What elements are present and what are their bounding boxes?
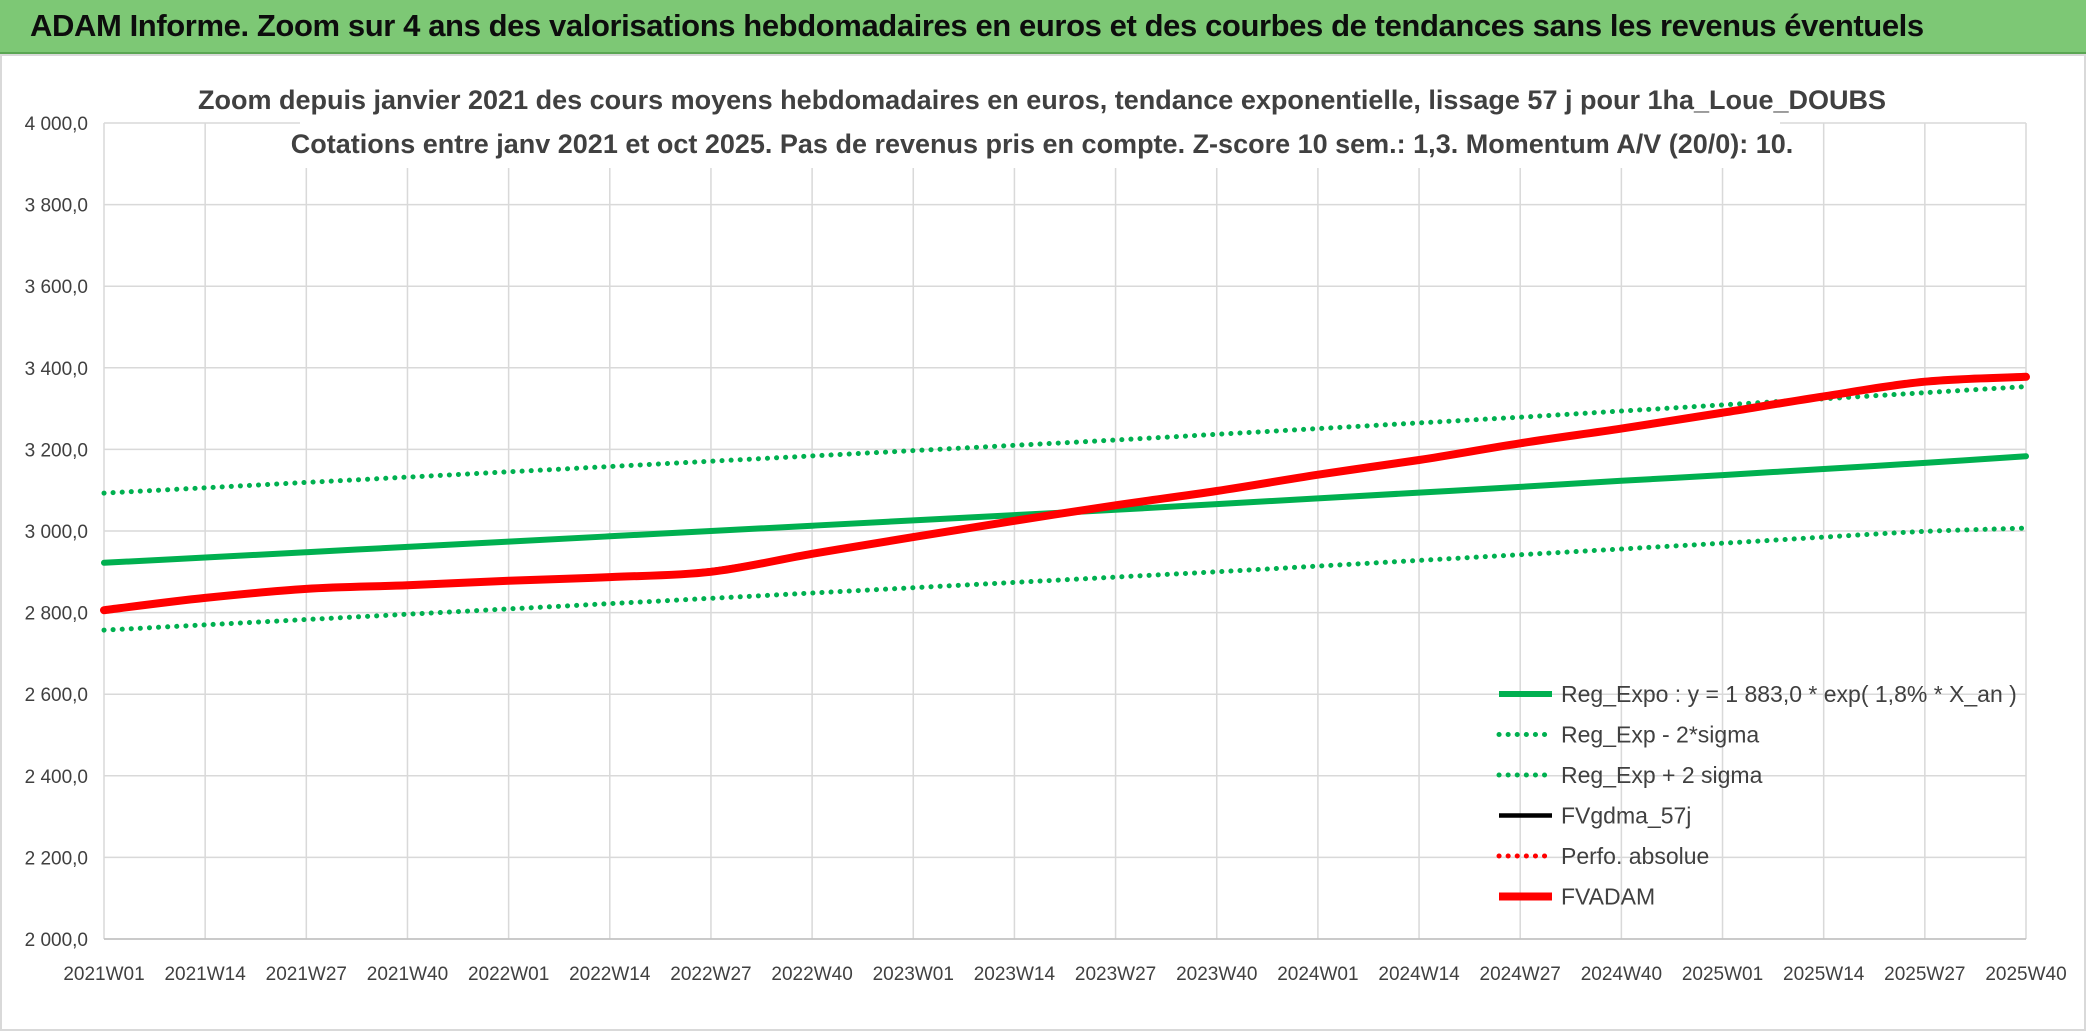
title-background bbox=[300, 76, 1780, 168]
chart-title-line2: Cotations entre janv 2021 et oct 2025. P… bbox=[291, 129, 1794, 159]
x-tick-label: 2023W27 bbox=[1075, 964, 1156, 985]
x-tick-label: 2024W40 bbox=[1581, 964, 1662, 985]
x-tick-label: 2025W14 bbox=[1783, 964, 1865, 985]
y-tick-label: 3 800,0 bbox=[25, 196, 88, 217]
x-tick-label: 2023W40 bbox=[1176, 964, 1257, 985]
chart-frame bbox=[0, 54, 2086, 1031]
x-tick-label: 2021W01 bbox=[63, 964, 144, 985]
y-tick-label: 3 000,0 bbox=[25, 522, 88, 543]
x-tick-label: 2024W27 bbox=[1480, 964, 1561, 985]
x-tick-label: 2023W01 bbox=[873, 964, 954, 985]
y-axis-ticks: 2 000,0 2 200,0 2 400,0 2 600,0 2 800,0 3 000… bbox=[25, 114, 88, 951]
x-tick-label: 2025W01 bbox=[1682, 964, 1763, 985]
legend-label-0: Reg_Expo : y = 1 883,0 * exp( 1,8% * X_a… bbox=[1561, 681, 2017, 707]
x-tick-label: 2021W14 bbox=[164, 964, 246, 985]
legend-label-2: Reg_Exp + 2 sigma bbox=[1561, 762, 1763, 788]
y-tick-label: 2 400,0 bbox=[25, 767, 88, 788]
x-tick-label: 2022W27 bbox=[670, 964, 751, 985]
y-tick-label: 2 600,0 bbox=[25, 685, 88, 706]
y-tick-label: 4 000,0 bbox=[25, 114, 88, 135]
legend-label-5: FVADAM bbox=[1561, 884, 1655, 910]
legend-label-3: FVgdma_57j bbox=[1561, 803, 1691, 829]
series-lines bbox=[100, 372, 2030, 633]
x-tick-label: 2023W14 bbox=[974, 964, 1056, 985]
series-line-5 bbox=[100, 372, 2030, 615]
x-tick-label: 2025W40 bbox=[1985, 964, 2066, 985]
legend-label-1: Reg_Exp - 2*sigma bbox=[1561, 722, 1759, 748]
series-line-1 bbox=[101, 525, 2029, 633]
y-tick-label: 2 000,0 bbox=[25, 930, 88, 951]
series-line-2 bbox=[101, 384, 2029, 496]
x-tick-label: 2022W40 bbox=[771, 964, 852, 985]
y-tick-label: 3 400,0 bbox=[25, 359, 88, 380]
chart-title-line1: Zoom depuis janvier 2021 des cours moyen… bbox=[198, 85, 1886, 115]
gridlines bbox=[103, 122, 2027, 940]
x-tick-label: 2022W14 bbox=[569, 964, 651, 985]
x-tick-label: 2024W01 bbox=[1277, 964, 1358, 985]
y-tick-label: 2 200,0 bbox=[25, 848, 88, 869]
y-tick-label: 3 200,0 bbox=[25, 440, 88, 461]
x-tick-label: 2021W40 bbox=[367, 964, 448, 985]
report-title: ADAM Informe. Zoom sur 4 ans des valoris… bbox=[30, 8, 1924, 43]
x-tick-label: 2024W14 bbox=[1378, 964, 1460, 985]
y-tick-label: 3 600,0 bbox=[25, 277, 88, 298]
legend: Reg_Expo : y = 1 883,0 * exp( 1,8% * X_a… bbox=[1496, 681, 2017, 910]
x-tick-label: 2025W27 bbox=[1884, 964, 1965, 985]
x-axis-ticks: 2021W01 2021W14 2021W27 2021W40 2022W01 2022W… bbox=[63, 964, 2066, 985]
y-tick-label: 2 800,0 bbox=[25, 604, 88, 625]
report-banner: ADAM Informe. Zoom sur 4 ans des valoris… bbox=[0, 0, 2086, 54]
x-tick-label: 2021W27 bbox=[266, 964, 347, 985]
x-tick-label: 2022W01 bbox=[468, 964, 549, 985]
legend-label-4: Perfo. absolue bbox=[1561, 843, 1709, 869]
